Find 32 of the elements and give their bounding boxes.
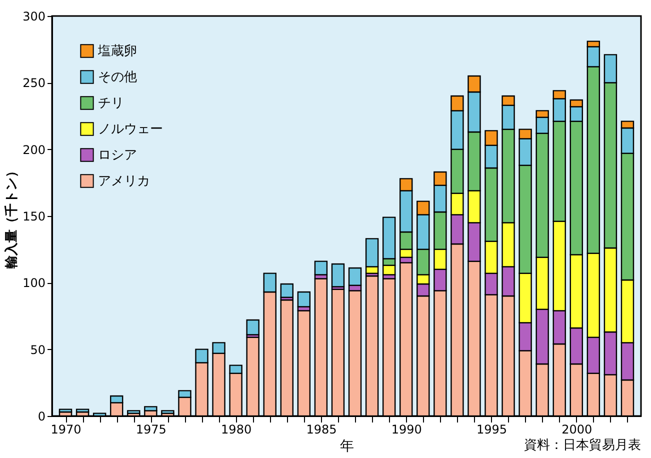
legend-label: その他 bbox=[98, 70, 137, 85]
y-tick-label: 300 bbox=[22, 10, 46, 24]
bar bbox=[58, 408, 72, 413]
bar bbox=[280, 283, 294, 298]
bar bbox=[331, 263, 345, 288]
bar bbox=[76, 408, 90, 413]
bar bbox=[314, 260, 328, 276]
legend-label: 塩蔵卵 bbox=[97, 44, 137, 59]
x-tick-label: 1995 bbox=[476, 422, 508, 436]
y-tick-label: 250 bbox=[22, 76, 46, 90]
text: 資料：日本貿易月表 bbox=[524, 438, 641, 453]
bar bbox=[127, 410, 140, 414]
x-tick-label: 1985 bbox=[306, 422, 337, 436]
y-tick-label: 150 bbox=[22, 210, 46, 224]
y-tick-label: 0 bbox=[38, 410, 46, 424]
x-axis-title: 年 bbox=[340, 438, 354, 454]
legend-label: ロシア bbox=[98, 148, 137, 163]
legend-label: アメリカ bbox=[98, 174, 150, 189]
x-tick-label: 1980 bbox=[221, 422, 252, 436]
bar bbox=[297, 291, 311, 308]
legend-label: ノルウェー bbox=[98, 122, 163, 137]
y-axis-title: 輸入量（千トン） bbox=[4, 164, 20, 270]
x-tick-label: 1990 bbox=[391, 422, 422, 436]
y-tick-label: 100 bbox=[22, 276, 46, 290]
y-tick-label: 200 bbox=[22, 142, 46, 157]
y-tick-label: 50 bbox=[30, 342, 46, 357]
bar bbox=[246, 319, 260, 336]
x-tick-label: 1970 bbox=[50, 422, 82, 436]
x-tick-label: 2000 bbox=[562, 422, 592, 436]
bar bbox=[161, 410, 174, 414]
legend-label: チリ bbox=[98, 96, 124, 111]
x-tick-label: 1975 bbox=[136, 422, 166, 436]
